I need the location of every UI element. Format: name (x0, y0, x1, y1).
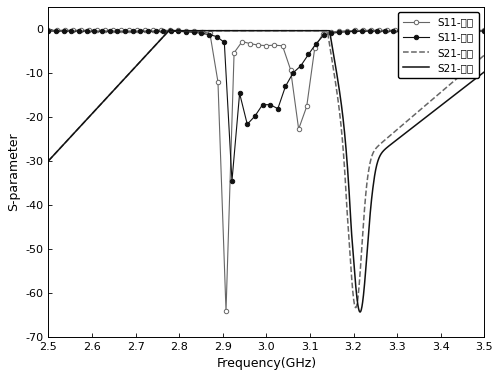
S21-仿真 (258, 28, 264, 33)
S21-測量 (469, 79, 475, 84)
Line: S21-測量: S21-測量 (48, 29, 484, 312)
S11-測量 (145, 29, 151, 34)
S21-仿真 (68, 135, 73, 139)
S11-測量 (374, 29, 380, 34)
S11-仿真 (223, 309, 229, 314)
S21-仿真 (469, 64, 475, 68)
S11-仿真 (481, 28, 487, 32)
Line: S11-測量: S11-測量 (46, 29, 486, 183)
S21-測量 (246, 28, 252, 33)
S21-測量 (469, 79, 475, 84)
S11-仿真 (94, 28, 100, 32)
S21-仿真 (352, 305, 358, 310)
Line: S21-仿真: S21-仿真 (48, 29, 484, 308)
S21-仿真 (246, 28, 252, 33)
S11-測量 (420, 29, 426, 34)
S21-仿真 (481, 53, 487, 57)
X-axis label: Frequency(GHz): Frequency(GHz) (216, 357, 316, 370)
S21-仿真 (389, 132, 395, 136)
S11-測量 (466, 29, 472, 34)
S11-測量 (152, 29, 158, 34)
S21-仿真 (46, 159, 52, 163)
S11-測量 (46, 29, 52, 34)
Legend: S11-仿真, S11-測量, S21-仿真, S21-測量: S11-仿真, S11-測量, S21-仿真, S21-測量 (398, 12, 479, 78)
S11-測量 (344, 29, 349, 34)
Line: S11-仿真: S11-仿真 (46, 28, 486, 313)
S21-測量 (46, 159, 52, 163)
Y-axis label: S-parameter: S-parameter (7, 132, 20, 211)
S21-測量 (481, 70, 487, 74)
S11-仿真 (150, 28, 156, 32)
S11-仿真 (473, 28, 479, 32)
S11-仿真 (46, 28, 52, 32)
S21-測量 (68, 135, 73, 139)
S11-仿真 (441, 28, 447, 32)
S21-測量 (168, 27, 173, 31)
S11-仿真 (126, 28, 132, 32)
S21-測量 (357, 310, 363, 314)
S21-仿真 (469, 63, 475, 68)
S21-仿真 (168, 27, 173, 31)
S21-測量 (258, 28, 264, 33)
S11-測量 (229, 179, 235, 183)
S21-測量 (389, 141, 395, 146)
S11-仿真 (207, 31, 213, 35)
S11-測量 (481, 29, 487, 34)
